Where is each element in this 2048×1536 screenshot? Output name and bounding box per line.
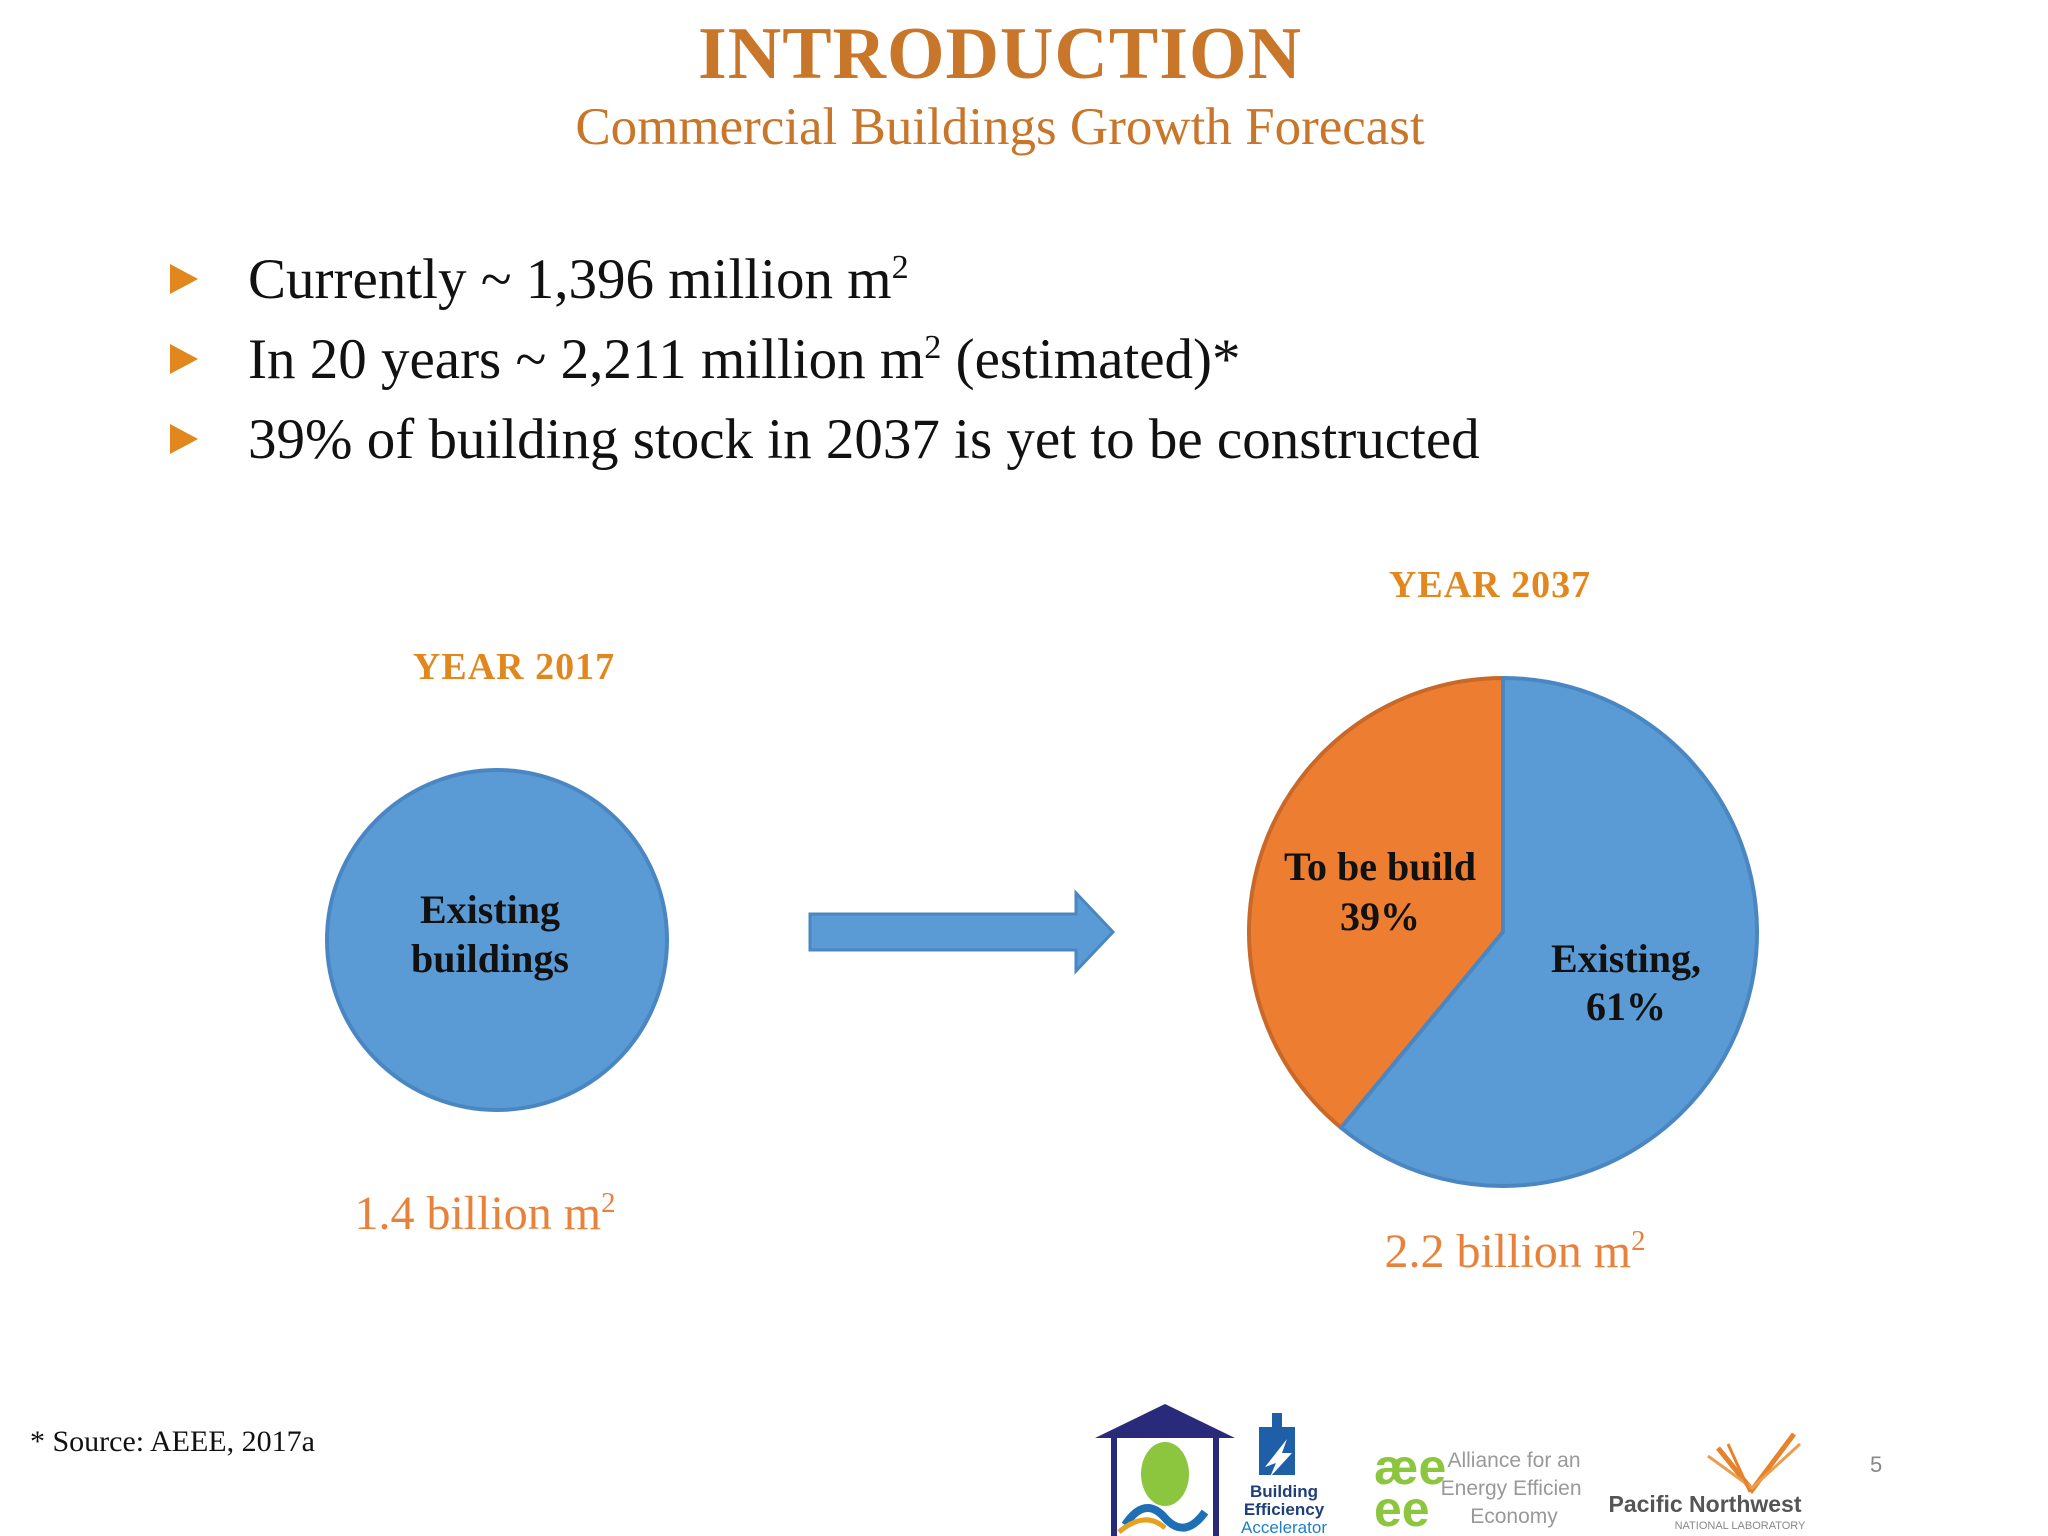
bullet-item: Currently ~ 1,396 million m2 — [170, 244, 909, 314]
slice-label-existing-2037-line1: Existing, — [1551, 936, 1701, 981]
slice-label-existing-2017-line1: Existing — [420, 887, 560, 932]
bullet-item: 39% of building stock in 2037 is yet to … — [170, 404, 1480, 474]
source-footnote: * Source: AEEE, 2017a — [30, 1425, 315, 1458]
chart-title-2037: YEAR 2037 — [1388, 564, 1592, 606]
bullet-text: Currently ~ 1,396 million m2 — [248, 247, 909, 311]
slice-label-to-be-build-line2: 39% — [1340, 894, 1420, 939]
bullet-text: In 20 years ~ 2,211 million m2 (estimate… — [248, 327, 1241, 391]
aeee-logo-text-line3: Economy — [1470, 1505, 1558, 1528]
total-area-2017: 1.4 billion m2 — [354, 1187, 616, 1240]
aeee-logo-mark-top: æe — [1374, 1440, 1446, 1495]
pnnl-logo-subtitle: NATIONAL LABORATORY — [1675, 1520, 1806, 1532]
total-area-2037: 2.2 billion m2 — [1384, 1225, 1646, 1278]
building-efficiency-accelerator-logo: Building Efficiency Accelerator — [1241, 1413, 1327, 1536]
bullet-item: In 20 years ~ 2,211 million m2 (estimate… — [170, 324, 1240, 394]
bullet-arrow-icon — [170, 424, 198, 454]
house-logo-icon — [1095, 1404, 1235, 1536]
aeee-logo-text-line2: Energy Efficient — [1441, 1477, 1582, 1500]
pnnl-logo-name: Pacific Northwest — [1609, 1491, 1802, 1517]
aeee-logo: æe ee Alliance for an Energy Efficient E… — [1374, 1440, 1582, 1536]
pie-chart-2017 — [325, 768, 669, 1112]
slice-label-existing-2037-line2: 61% — [1586, 984, 1666, 1029]
pie-slice-existing — [325, 768, 669, 1112]
bullet-text: 39% of building stock in 2037 is yet to … — [248, 407, 1480, 471]
bea-logo-text-line1: Building — [1250, 1482, 1318, 1501]
growth-arrow-icon — [808, 889, 1116, 975]
pie-slice-to-be-build — [1247, 675, 1505, 1131]
bea-logo-text-line3: Accelerator — [1241, 1518, 1327, 1536]
page-number: 5 — [1870, 1452, 1883, 1477]
pie-chart-2037 — [1247, 675, 1759, 1188]
pnnl-logo: Pacific Northwest NATIONAL LABORATORY — [1609, 1432, 1806, 1532]
bullet-arrow-icon — [170, 264, 198, 294]
aeee-logo-mark-bottom: ee — [1374, 1481, 1430, 1536]
slide-title: INTRODUCTION — [697, 13, 1303, 95]
slide-subtitle: Commercial Buildings Growth Forecast — [575, 98, 1425, 156]
aeee-logo-text-line1: Alliance for an — [1447, 1449, 1580, 1472]
slice-label-existing-2017-line2: buildings — [411, 936, 569, 981]
chart-title-2017: YEAR 2017 — [412, 646, 616, 688]
slice-label-to-be-build-line1: To be build — [1284, 844, 1476, 889]
pie-slice-existing — [1338, 675, 1759, 1188]
bea-logo-text-line2: Efficiency — [1244, 1500, 1325, 1519]
bullet-arrow-icon — [170, 344, 198, 374]
